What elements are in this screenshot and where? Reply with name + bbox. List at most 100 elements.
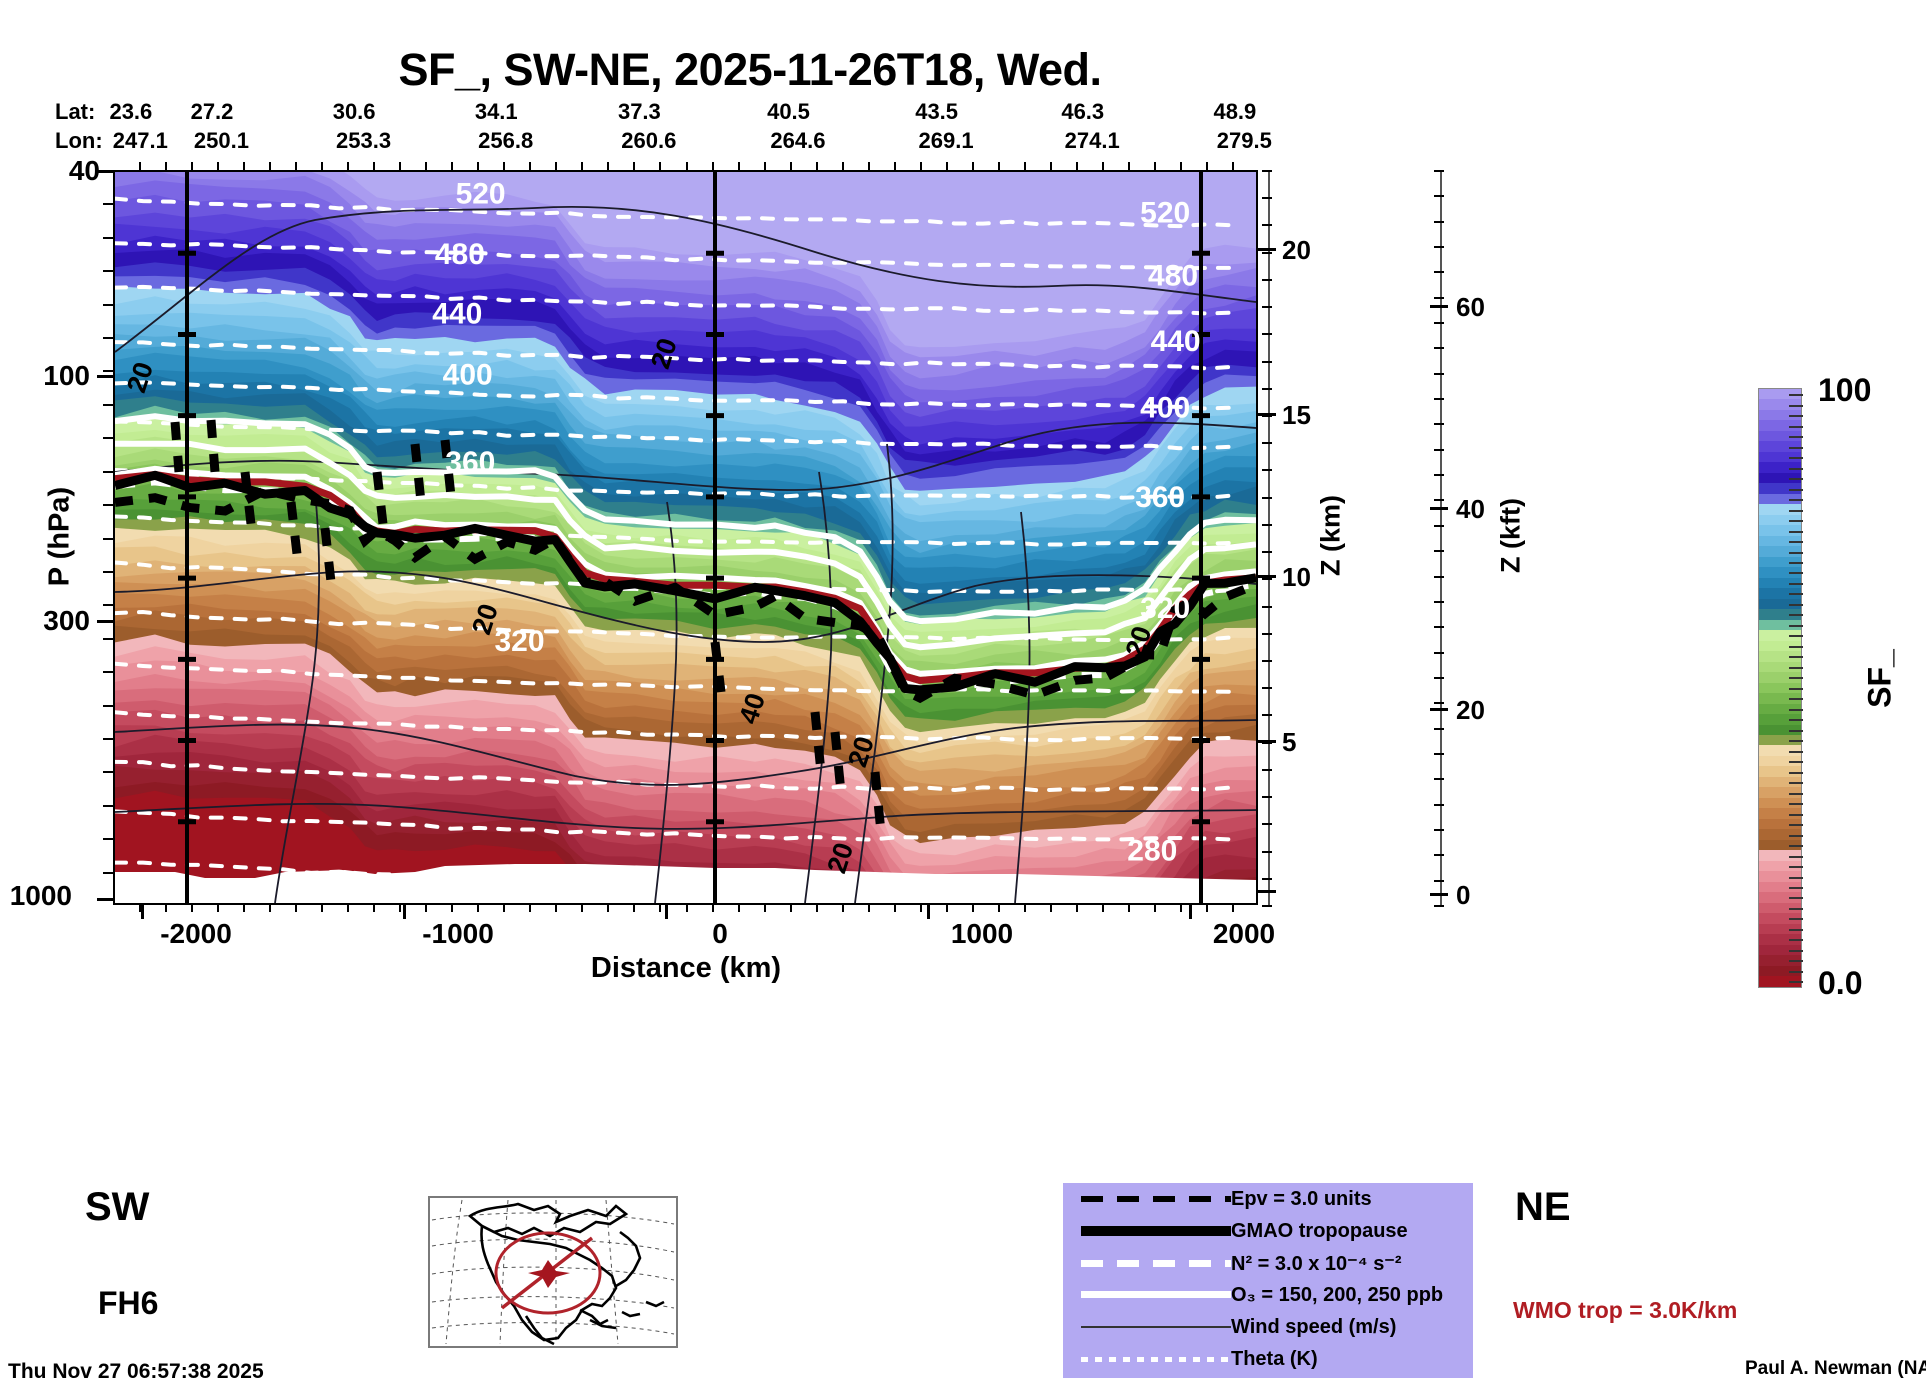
inset-location-map[interactable] xyxy=(428,1196,678,1348)
colorbar-band xyxy=(1759,776,1803,788)
z-km-tick-label: 5 xyxy=(1282,727,1297,757)
cross-section-plot[interactable]: 520 480 440 400 360 320 280 520 480 440 400 360 320 2… xyxy=(113,170,1258,905)
colorbar-tick xyxy=(1789,824,1803,827)
latitude-value: 48.9 xyxy=(1213,99,1257,124)
contour-label: 520 xyxy=(456,178,506,211)
colorbar-tick xyxy=(1789,593,1803,596)
z-kft-minor-tick xyxy=(1434,448,1444,451)
x-axis-minor-tick xyxy=(841,903,844,912)
x-tick-label: -2000 xyxy=(160,918,232,949)
theta-contour-line xyxy=(115,380,1237,411)
x-axis-minor-tick xyxy=(945,903,948,912)
x-axis-label: Distance (km) xyxy=(590,952,782,984)
theta-contour-line xyxy=(115,468,1237,500)
colorbar[interactable] xyxy=(1758,388,1803,988)
z-km-tick-label: 15 xyxy=(1282,400,1311,430)
colorbar-tick xyxy=(1789,467,1803,470)
longitude-value: 247.1 xyxy=(112,128,168,153)
legend-row: O₃ = 150, 200, 250 ppb xyxy=(1063,1279,1473,1311)
x-axis-top-tick xyxy=(841,162,844,171)
theta-contour-line xyxy=(115,809,1237,842)
z-km-minor-tick xyxy=(1262,360,1272,363)
colorbar-tick xyxy=(1789,436,1803,439)
colorbar-band xyxy=(1759,483,1803,494)
z-km-minor-tick xyxy=(1262,523,1272,526)
x-axis-minor-tick xyxy=(1101,903,1104,912)
theta-contour-line xyxy=(115,860,1237,893)
ozone-line-swatch xyxy=(1081,1279,1231,1311)
x-axis-top-tick xyxy=(1127,162,1130,171)
plot-legend[interactable]: Epv = 3.0 units GMAO tropopause N² = 3.0… xyxy=(1063,1183,1473,1378)
x-axis-top-tick xyxy=(139,162,142,171)
colorbar-tick xyxy=(1789,404,1803,407)
z-km-minor-tick xyxy=(1262,469,1272,472)
colorbar-tick xyxy=(1789,708,1803,711)
x-tick-label: 2000 xyxy=(1212,918,1276,949)
z-km-minor-tick xyxy=(1262,741,1272,744)
z-km-minor-tick xyxy=(1262,632,1272,635)
theta-contour-line xyxy=(115,284,1237,316)
colorbar-band xyxy=(1759,714,1803,725)
x-axis-minor-tick xyxy=(269,903,272,912)
x-axis-minor-tick xyxy=(503,903,506,912)
y-axis-major-tick xyxy=(97,620,115,623)
x-axis-minor-tick xyxy=(815,903,818,912)
x-axis-minor-tick xyxy=(217,903,220,912)
x-axis-top-tick xyxy=(1179,162,1182,171)
epv-filament xyxy=(440,439,456,497)
epv-filament xyxy=(320,527,336,583)
latitude-key: Lat: xyxy=(55,99,96,124)
colorbar-tick xyxy=(1789,761,1803,764)
z-km-minor-tick xyxy=(1262,333,1272,336)
colorbar-tick xyxy=(1789,394,1803,397)
z-km-minor-tick xyxy=(1262,551,1272,554)
colorbar-tick xyxy=(1789,855,1803,858)
colorbar-band xyxy=(1759,829,1803,840)
colorbar-band xyxy=(1759,493,1803,505)
wind-line-swatch xyxy=(1081,1311,1231,1343)
y-axis-minor-tick xyxy=(103,303,114,306)
colorbar-band xyxy=(1759,734,1803,746)
x-tick-label: -1000 xyxy=(422,918,494,949)
colorbar-band xyxy=(1759,745,1803,756)
colorbar-tick xyxy=(1789,907,1803,910)
x-axis-top-tick xyxy=(945,162,948,171)
theta-contour-line xyxy=(115,241,1237,271)
x-tick-label: 0 xyxy=(712,918,728,949)
forecast-hour-label: FH6 xyxy=(98,1285,159,1321)
z-kft-minor-tick xyxy=(1434,854,1444,857)
inset-map-graphic xyxy=(430,1198,676,1346)
x-axis-top-tick xyxy=(1231,162,1234,171)
x-axis-top-tick xyxy=(217,162,220,171)
x-axis-top-tick xyxy=(1101,162,1104,171)
z-kft-minor-tick xyxy=(1434,550,1444,553)
colorbar-band xyxy=(1759,934,1803,945)
z-kft-minor-tick xyxy=(1434,271,1444,274)
colorbar-band xyxy=(1759,504,1803,515)
z-km-minor-tick xyxy=(1262,170,1272,172)
colorbar-band xyxy=(1759,902,1803,914)
colorbar-tick xyxy=(1789,645,1803,648)
colorbar-band xyxy=(1759,598,1803,610)
legend-label: Wind speed (m/s) xyxy=(1231,1315,1397,1338)
colorbar-tick xyxy=(1789,729,1803,732)
colorbar-band xyxy=(1759,944,1803,956)
colorbar-band xyxy=(1759,441,1803,452)
colorbar-tick xyxy=(1789,918,1803,921)
colorbar-tick xyxy=(1789,866,1803,869)
x-axis-minor-tick xyxy=(607,903,610,912)
z-kft-minor-tick xyxy=(1434,676,1444,679)
x-axis-minor-tick xyxy=(867,903,870,912)
x-axis-major-tick xyxy=(927,903,930,919)
x-axis-major-tick xyxy=(403,903,406,919)
z-kft-minor-tick xyxy=(1434,347,1444,350)
y-axis-major-tick xyxy=(97,170,115,173)
z-km-axis-line xyxy=(1268,170,1270,905)
latitude-value: 40.5 xyxy=(767,99,810,124)
x-axis-minor-tick xyxy=(971,903,974,912)
longitude-value: 250.1 xyxy=(193,128,249,153)
z-kft-tick-label: 60 xyxy=(1456,292,1485,322)
colorbar-tick xyxy=(1789,949,1803,952)
colorbar-band xyxy=(1759,389,1803,400)
legend-row: N² = 3.0 x 10⁻⁴ s⁻² xyxy=(1063,1247,1473,1279)
